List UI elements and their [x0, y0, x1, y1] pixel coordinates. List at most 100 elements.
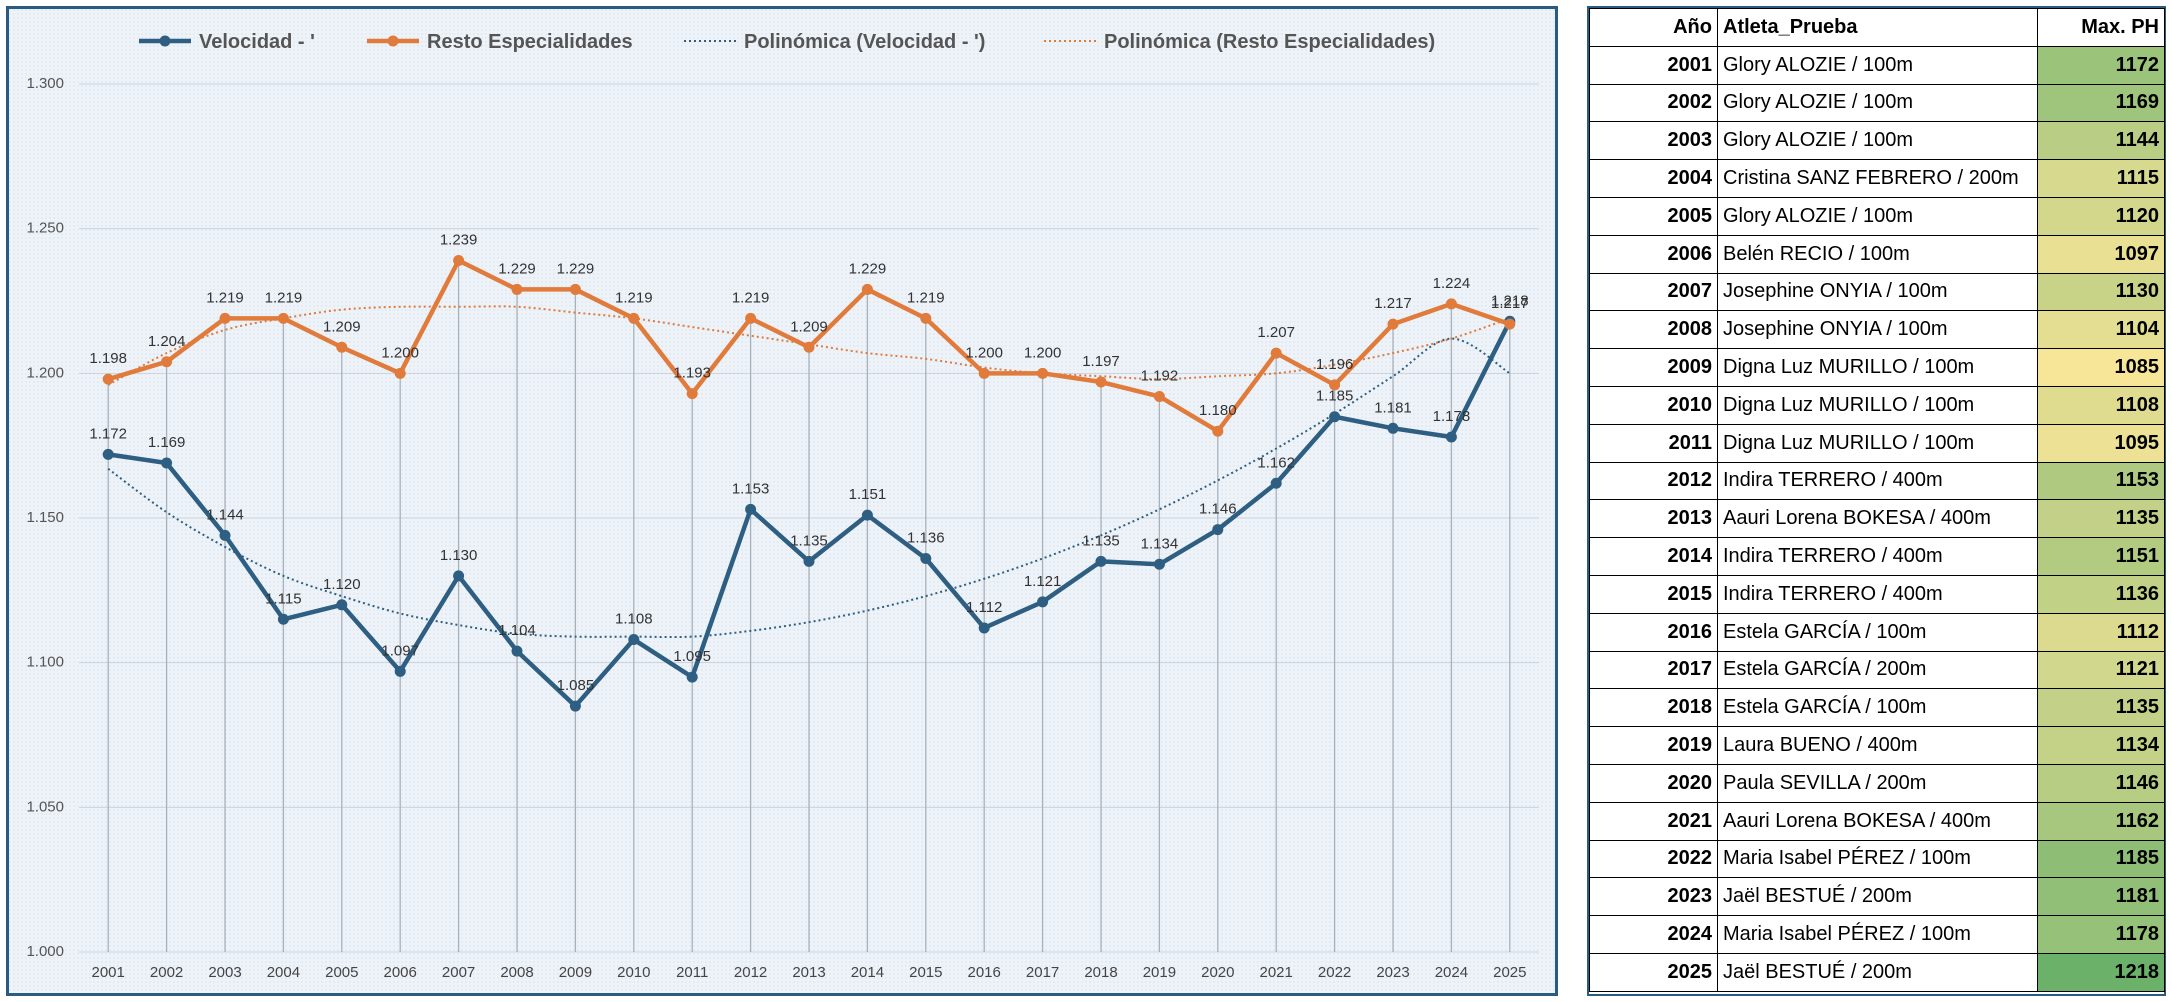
table-cell-athlete: Estela GARCÍA / 100m	[1717, 612, 2038, 652]
table-row: 2025 Jaël BESTUÉ / 200m 1218	[1589, 952, 2165, 992]
table-cell-year: 2007	[1589, 272, 1718, 312]
data-label-velocidad: 1.120	[323, 576, 361, 593]
data-label-velocidad: 1.115	[265, 590, 301, 607]
data-point-velocidad	[219, 529, 231, 541]
data-label-resto: 1.209	[790, 318, 828, 335]
data-point-resto	[803, 341, 815, 353]
table-cell-year: 2014	[1589, 537, 1718, 576]
x-tick-label: 2015	[909, 964, 942, 981]
x-tick-label: 2016	[968, 964, 1001, 981]
legend-swatch-marker	[159, 35, 171, 47]
table-cell-athlete: Maria Isabel PÉREZ / 100m	[1717, 915, 2038, 954]
table-row: 2001 Glory ALOZIE / 100m 1172	[1589, 45, 2165, 85]
data-point-resto	[1387, 318, 1399, 330]
data-label-resto: 1.197	[1082, 353, 1120, 370]
data-point-velocidad	[803, 555, 815, 567]
data-point-resto	[745, 312, 757, 324]
table-cell-ph: 1130	[2037, 272, 2165, 312]
x-tick-label: 2011	[676, 964, 708, 981]
data-point-velocidad	[1153, 558, 1165, 570]
x-tick-label: 2005	[325, 964, 358, 981]
table-cell-year: 2017	[1589, 650, 1718, 690]
legend-label: Resto Especialidades	[427, 31, 633, 53]
table-cell-ph: 1097	[2037, 234, 2165, 274]
y-tick-label: 1.200	[26, 364, 64, 381]
table-cell-year: 2018	[1589, 688, 1718, 728]
data-point-velocidad	[1037, 596, 1049, 608]
x-tick-label: 2018	[1084, 964, 1117, 981]
data-label-velocidad: 1.178	[1433, 408, 1471, 425]
table-row: 2024 Maria Isabel PÉREZ / 100m 1178	[1589, 915, 2165, 954]
table-row: 2018 Estela GARCÍA / 100m 1135	[1589, 688, 2165, 728]
data-label-velocidad: 1.136	[907, 530, 945, 547]
data-label-resto: 1.198	[89, 350, 127, 367]
table-cell-ph: 1178	[2037, 915, 2165, 954]
table-cell-year: 2013	[1589, 499, 1718, 539]
data-point-velocidad	[511, 645, 523, 657]
table-cell-ph: 1134	[2037, 726, 2165, 765]
table-cell-athlete: Glory ALOZIE / 100m	[1717, 45, 2038, 85]
data-label-resto: 1.200	[381, 344, 419, 361]
legend-item-resto: Resto Especialidades	[367, 31, 633, 53]
data-label-velocidad: 1.169	[148, 434, 186, 451]
data-label-velocidad: 1.134	[1141, 535, 1179, 552]
header-ph: Max. PH	[2037, 8, 2165, 47]
data-point-velocidad	[686, 671, 698, 683]
table-row: 2011 Digna Luz MURILLO / 100m 1095	[1589, 423, 2165, 463]
x-tick-label: 2009	[559, 964, 592, 981]
data-label-resto: 1.196	[1316, 356, 1354, 373]
x-tick-label: 2002	[150, 964, 183, 981]
table-cell-year: 2020	[1589, 763, 1718, 803]
data-label-velocidad: 1.112	[966, 599, 1002, 616]
table-row: 2008 Josephine ONYIA / 100m 1104	[1589, 310, 2165, 350]
table-cell-athlete: Josephine ONYIA / 100m	[1717, 272, 2038, 312]
table-cell-year: 2012	[1589, 461, 1718, 501]
table-cell-athlete: Jaël BESTUÉ / 200m	[1717, 952, 2038, 992]
x-tick-label: 2020	[1201, 964, 1234, 981]
legend-label: Velocidad - '	[199, 31, 315, 53]
data-point-velocidad	[978, 622, 990, 634]
data-point-resto	[1445, 298, 1457, 310]
table-cell-athlete: Maria Isabel PÉREZ / 100m	[1717, 839, 2038, 879]
data-point-resto	[1212, 425, 1224, 437]
data-point-resto	[978, 367, 990, 379]
y-tick-label: 1.000	[26, 943, 64, 960]
table-cell-athlete: Aauri Lorena BOKESA / 400m	[1717, 801, 2038, 841]
data-point-velocidad	[1095, 555, 1107, 567]
table-row: 2012 Indira TERRERO / 400m 1153	[1589, 461, 2165, 501]
data-point-resto	[161, 356, 173, 368]
table-row: 2005 Glory ALOZIE / 100m 1120	[1589, 196, 2165, 236]
legend-item-trend-resto: Polinómica (Resto Especialidades)	[1044, 31, 1435, 53]
data-label-resto: 1.204	[148, 333, 186, 350]
y-tick-label: 1.300	[26, 75, 64, 92]
table-cell-ph: 1085	[2037, 348, 2165, 387]
legend-item-velocidad: Velocidad - '	[139, 31, 315, 53]
y-tick-label: 1.100	[26, 654, 64, 671]
data-point-resto	[920, 312, 932, 324]
table-cell-athlete: Digna Luz MURILLO / 100m	[1717, 423, 2038, 463]
data-label-velocidad: 1.108	[615, 611, 653, 628]
data-label-resto: 1.209	[323, 318, 361, 335]
data-point-resto	[1504, 318, 1516, 330]
table-cell-athlete: Estela GARCÍA / 200m	[1717, 650, 2038, 690]
table-cell-ph: 1146	[2037, 763, 2165, 803]
data-label-resto: 1.200	[1024, 344, 1062, 361]
table-cell-athlete: Glory ALOZIE / 100m	[1717, 196, 2038, 236]
data-label-resto: 1.193	[673, 365, 711, 382]
data-label-velocidad: 1.172	[89, 425, 127, 442]
table-cell-athlete: Belén RECIO / 100m	[1717, 234, 2038, 274]
data-point-resto	[1037, 367, 1049, 379]
data-point-velocidad	[394, 665, 406, 677]
table-cell-year: 2023	[1589, 877, 1718, 917]
data-point-velocidad	[161, 457, 173, 469]
data-label-resto: 1.224	[1433, 275, 1471, 292]
table-cell-athlete: Indira TERRERO / 400m	[1717, 461, 2038, 501]
table-row: 2013 Aauri Lorena BOKESA / 400m 1135	[1589, 499, 2165, 539]
data-point-velocidad	[277, 613, 289, 625]
data-point-velocidad	[861, 509, 873, 521]
data-point-resto	[569, 283, 581, 295]
table-cell-year: 2009	[1589, 348, 1718, 387]
table-cell-ph: 1169	[2037, 83, 2165, 123]
chart-panel: 1.000 1.050 1.100 1.150 1.200 1.250 1.300 2001 2…	[6, 6, 1558, 996]
data-point-resto	[628, 312, 640, 324]
